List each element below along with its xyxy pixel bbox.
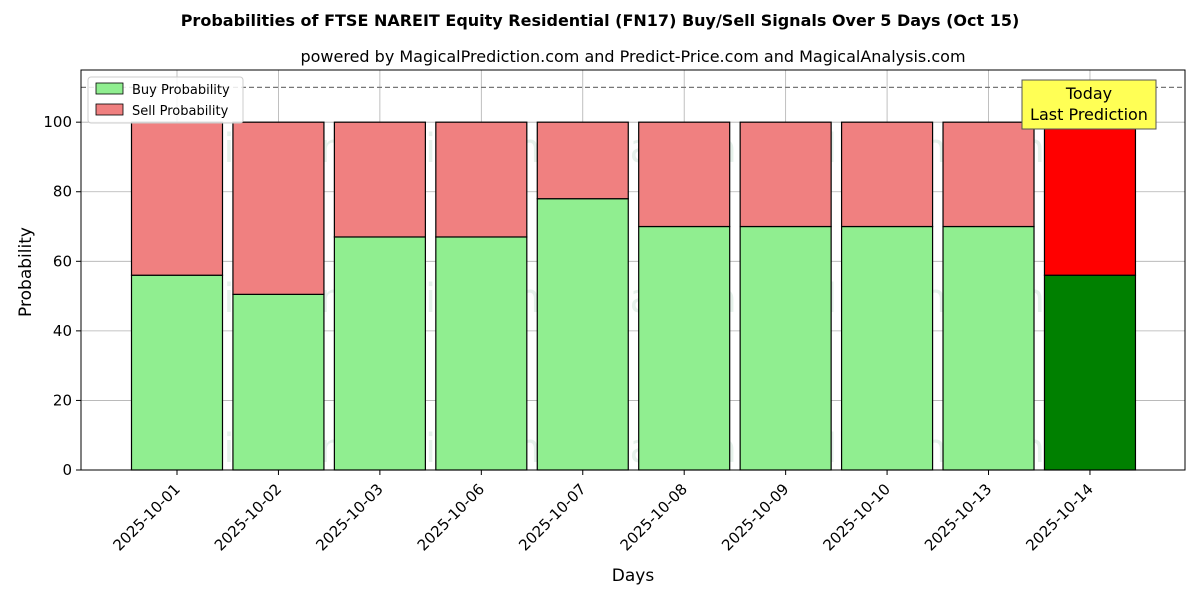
today-annotation-line1: Today (1065, 84, 1112, 103)
bar-sell (840, 121, 934, 228)
today-annotation: Today Last Prediction (1021, 79, 1157, 130)
y-tick-label: 40 (53, 322, 72, 340)
y-tick-label: 100 (43, 113, 72, 131)
bar-buy (840, 225, 934, 471)
x-tick-label: 2025-10-14 (1022, 480, 1096, 554)
bars (130, 121, 1137, 471)
chart-subtitle: powered by MagicalPrediction.com and Pre… (300, 47, 965, 66)
bar-sell (435, 121, 528, 238)
bar-sell (942, 121, 1035, 228)
legend: Buy Probability Sell Probability (87, 76, 244, 124)
legend-sell-swatch (95, 103, 124, 116)
x-tick-label: 2025-10-08 (617, 480, 691, 554)
bar-buy (942, 225, 1035, 471)
y-tick-label: 60 (53, 252, 72, 270)
x-tick-label: 2025-10-09 (718, 480, 792, 554)
bar-sell (130, 121, 224, 276)
y-tick-label: 20 (53, 391, 72, 409)
bar-sell (536, 121, 629, 200)
bar-sell (333, 121, 426, 238)
x-tick-label: 2025-10-03 (312, 480, 386, 554)
bar-buy (536, 198, 629, 471)
x-tick-label: 2025-10-13 (921, 480, 995, 554)
legend-sell-label: Sell Probability (132, 104, 229, 119)
bar-buy (739, 225, 832, 471)
bar-sell (232, 121, 325, 295)
legend-box (87, 76, 244, 124)
bar-buy (130, 274, 224, 471)
y-tick-label: 80 (53, 183, 72, 201)
x-axis-label: Days (612, 566, 655, 586)
chart-title: Probabilities of FTSE NAREIT Equity Resi… (181, 11, 1020, 30)
y-tick-label: 0 (62, 461, 72, 479)
bar-buy (638, 225, 731, 471)
bar-sell (638, 121, 731, 228)
bar-buy (435, 236, 528, 471)
x-tick-label: 2025-10-01 (109, 480, 183, 554)
x-tick-label: 2025-10-10 (820, 480, 894, 554)
legend-buy-swatch (95, 82, 124, 95)
plot-frame (80, 69, 1186, 471)
legend-buy-label: Buy Probability (132, 83, 230, 98)
bar-buy (1043, 274, 1137, 471)
bar-buy (333, 236, 426, 471)
x-tick-label: 2025-10-02 (211, 480, 285, 554)
today-annotation-line2: Last Prediction (1030, 105, 1148, 124)
x-tick-label: 2025-10-06 (414, 480, 488, 554)
today-annotation-box (1021, 79, 1157, 130)
bar-buy (232, 293, 325, 471)
bar-sell (1043, 121, 1137, 276)
bar-sell (739, 121, 832, 228)
x-tick-label: 2025-10-07 (515, 480, 589, 554)
y-axis-label: Probability (16, 227, 36, 317)
